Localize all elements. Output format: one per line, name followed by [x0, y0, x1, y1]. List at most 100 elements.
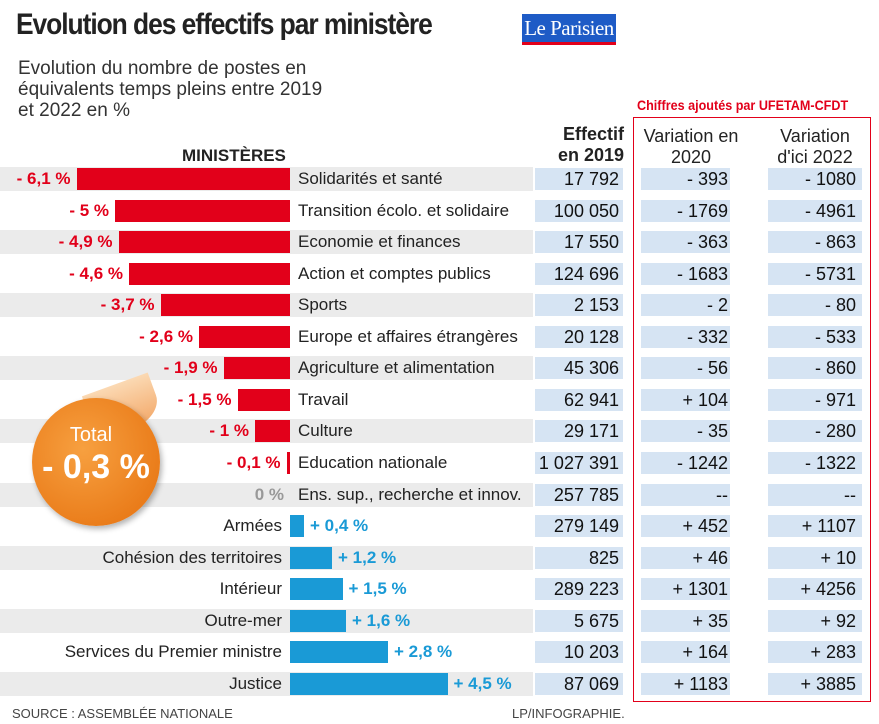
variation-2020-cell: - 363 [641, 231, 730, 254]
variation-2022-cell: + 283 [768, 641, 862, 664]
bar-label: - 6,1 % [16, 169, 71, 188]
bar [223, 357, 290, 380]
effectif-cell: 5 675 [535, 609, 623, 632]
bar [129, 262, 290, 285]
variation-2020-cell: - 2 [641, 294, 730, 317]
row-band [0, 545, 533, 570]
variation-2020-cell: + 164 [641, 641, 730, 664]
effectif-cell: 289 223 [535, 578, 623, 601]
bar-label: - 3,7 % [100, 295, 155, 315]
total-label: Total [69, 424, 113, 446]
variation-2022-cell: - 971 [768, 388, 862, 411]
variation-2020-cell: + 452 [641, 515, 730, 538]
bar-label: - 1 % [209, 421, 249, 441]
bar [290, 546, 332, 569]
ministry-name: Justice [229, 673, 282, 693]
effectif-cell: 279 149 [535, 515, 623, 538]
effectif-cell: 2 153 [535, 294, 623, 317]
effectif-cell: 124 696 [535, 262, 623, 285]
variation-2022-cell: - 860 [768, 357, 862, 380]
bar [115, 199, 290, 222]
header-ministeres: MINISTÈRES [182, 146, 286, 165]
highlight-box [633, 117, 871, 702]
variation-2020-cell: + 1301 [641, 578, 730, 601]
bar-label: + 1,5 % [348, 579, 407, 599]
variation-2020-cell: + 46 [641, 546, 730, 569]
bar-label: + 1,2 % [338, 547, 397, 567]
bar-label: - 2,6 % [139, 326, 193, 346]
bar-label: - 0,1 % [226, 453, 281, 473]
variation-2022-cell: + 3885 [768, 672, 862, 695]
credit: LP/INFOGRAPHIE. [512, 706, 625, 721]
subtitle: Evolution du nombre de postes en équival… [18, 58, 323, 121]
effectif-cell: 87 069 [535, 672, 623, 695]
header-variation-2022: Variation d'ici 2022 [777, 126, 853, 167]
table-row: 0 % Ens. sup., recherche et innov. 257 785… [0, 479, 879, 511]
bar [199, 325, 290, 348]
ministry-name: Outre-mer [204, 610, 282, 630]
effectif-cell: 10 203 [535, 641, 623, 664]
ministry-name: Ens. sup., recherche et innov. [298, 484, 522, 504]
bar [290, 515, 304, 538]
bar-label: 0 % [254, 484, 284, 504]
variation-2020-cell: - 1683 [641, 262, 730, 285]
total-badge: Total - 0,3 % [32, 398, 160, 526]
effectif-cell: 20 128 [535, 325, 623, 348]
ministry-name: Agriculture et alimentation [298, 358, 495, 378]
variation-2022-cell: - 533 [768, 325, 862, 348]
ministry-name: Solidarités et santé [298, 169, 443, 188]
bar [286, 452, 290, 475]
effectif-cell: 62 941 [535, 388, 623, 411]
bar-label: - 5 % [69, 200, 109, 220]
table-row: + 0,4 % Armées 279 149 + 452 + 1107 [0, 510, 879, 542]
variation-2022-cell: + 10 [768, 546, 862, 569]
bar [237, 388, 290, 411]
variation-2020-cell: - 1242 [641, 452, 730, 475]
bar-label: - 4,9 % [58, 232, 113, 252]
bar-label: - 1,9 % [163, 358, 218, 378]
bar [118, 231, 290, 254]
variation-2020-cell: + 35 [641, 609, 730, 632]
header-effectif: Effectif en 2019 [557, 124, 624, 165]
variation-2020-cell: - 332 [641, 325, 730, 348]
effectif-cell: 825 [535, 546, 623, 569]
ministry-name: Travail [298, 389, 349, 409]
table-row: - 1,9 % Agriculture et alimentation 45 306… [0, 352, 879, 384]
total-value: - 0,3 % [42, 448, 150, 486]
variation-2022-cell: - 80 [768, 294, 862, 317]
variation-2022-cell: - 863 [768, 231, 862, 254]
variation-2022-cell: - 1080 [768, 168, 862, 190]
row-band [0, 608, 533, 633]
bar [290, 578, 343, 601]
bar [290, 609, 346, 632]
variation-2022-cell: + 92 [768, 609, 862, 632]
page-title: Evolution des effectifs par ministère [16, 8, 433, 41]
table-row: - 0,1 % Education nationale 1 027 391 - 124… [0, 447, 879, 479]
ministry-name: Action et comptes publics [298, 263, 491, 283]
effectif-cell: 45 306 [535, 357, 623, 380]
effectif-cell: 29 171 [535, 420, 623, 443]
bar-label: - 1,5 % [177, 389, 232, 409]
bar-label: + 0,4 % [310, 516, 369, 536]
effectif-cell: 257 785 [535, 483, 623, 506]
ministry-name: Transition écolo. et solidaire [298, 200, 510, 220]
table-row: + 1,6 % Outre-mer 5 675 + 35 + 92 [0, 605, 879, 637]
table-row: - 3,7 % Sports 2 153 - 2 - 80 [0, 289, 879, 321]
le-parisien-logo: Le Parisien [522, 14, 616, 45]
variation-2020-cell: - 56 [641, 357, 730, 380]
ministry-name: Culture [298, 421, 353, 441]
variation-2022-cell: - 1322 [768, 452, 862, 475]
table-row: - 5 % Transition écolo. et solidaire 100 0… [0, 195, 879, 227]
variation-2022-cell: + 4256 [768, 578, 862, 601]
table-row: - 4,9 % Economie et finances 17 550 - 363 - … [0, 226, 879, 258]
variation-2022-cell: + 1107 [768, 515, 862, 538]
ministry-name: Cohésion des territoires [102, 547, 282, 567]
source: SOURCE : ASSEMBLÉE NATIONALE [12, 706, 233, 721]
table-row: - 4,6 % Action et comptes publics 124 696-… [0, 258, 879, 290]
variation-2022-cell: - 5731 [768, 262, 862, 285]
variation-2020-cell: - 393 [641, 168, 730, 190]
variation-2020-cell: -- [641, 483, 730, 506]
variation-2022-cell: -- [768, 483, 862, 506]
added-note: Chiffres ajoutés par UFETAM-CFDT [637, 97, 849, 113]
ministry-name: Armées [223, 516, 282, 536]
